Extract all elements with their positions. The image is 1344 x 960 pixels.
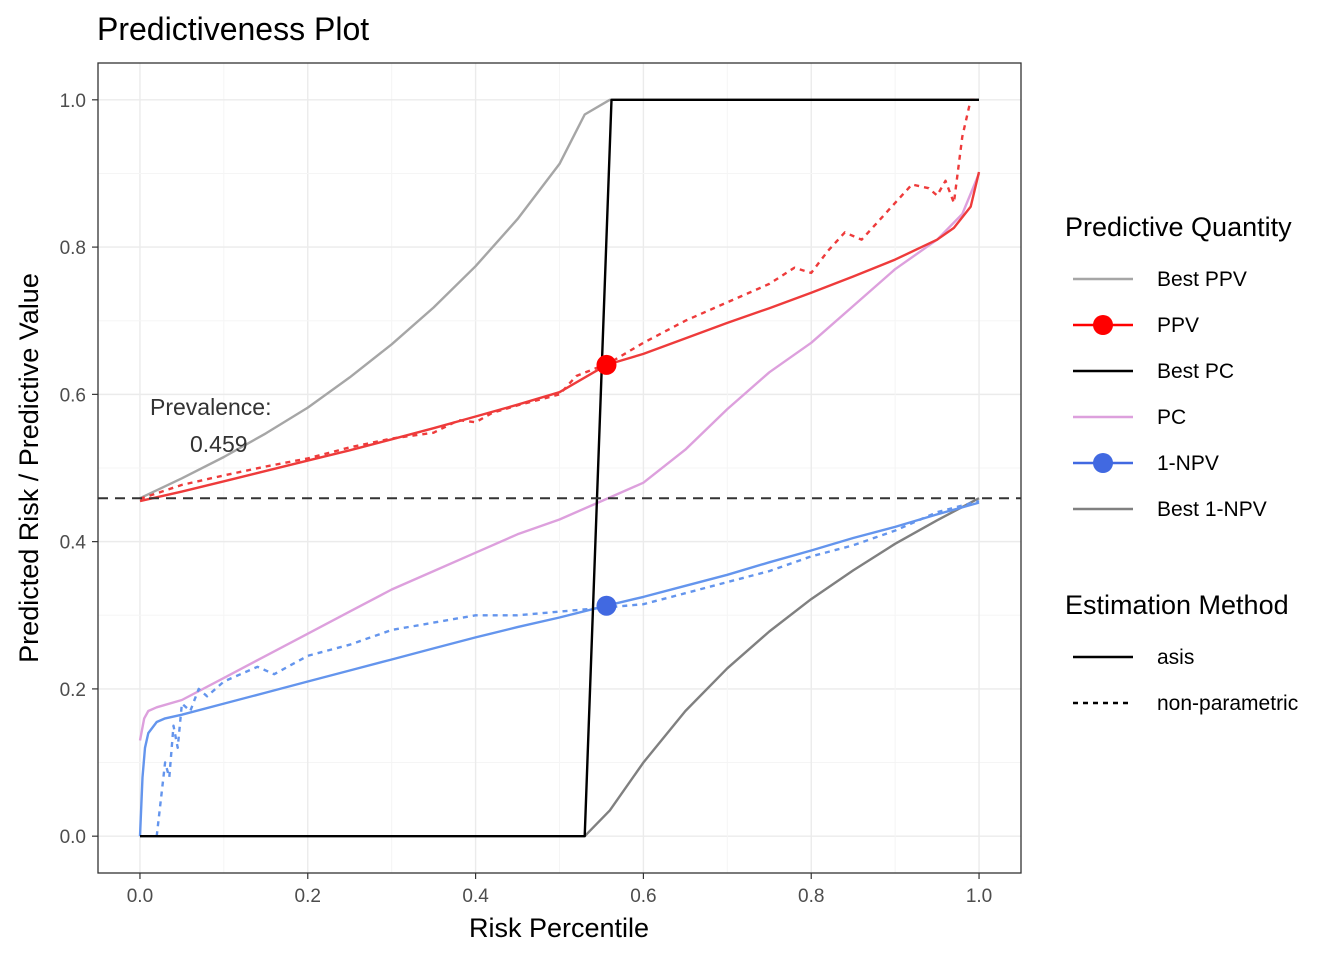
- plot-border: [97, 62, 1022, 874]
- point-ppv: [596, 354, 617, 375]
- y-tick-label: 0.8: [60, 238, 86, 259]
- legend-label-npv: 1-NPV: [1157, 452, 1219, 475]
- series-pc-asis: [138, 173, 981, 741]
- prevalence-label: Prevalence:: [150, 394, 271, 420]
- legend-quantity-items: Best PPV PPV Best PC PC 1-NPV Best 1-NPV: [1073, 268, 1267, 521]
- x-tick-label: 0.6: [630, 886, 656, 907]
- prevalence-value: 0.459: [190, 431, 248, 457]
- legend-title-quantity: Predictive Quantity: [1065, 212, 1292, 242]
- grid-lines: [98, 63, 1021, 873]
- series-best_npv-asis: [583, 497, 980, 838]
- legend-method-items: asis non-parametric: [1073, 646, 1298, 715]
- legend-point-ppv: [1093, 315, 1113, 335]
- y-tick-label: 0.2: [60, 680, 86, 701]
- legend-label-nonpar: non-parametric: [1157, 692, 1298, 715]
- x-tick-label: 0.2: [295, 886, 321, 907]
- y-tick-label: 0.4: [60, 533, 87, 554]
- y-tick-label: 0.6: [60, 385, 86, 406]
- y-axis-title: Predicted Risk / Predictive Value: [14, 273, 44, 663]
- x-tick-label: 1.0: [966, 886, 992, 907]
- series-npv-nonpar: [155, 499, 980, 837]
- legend: Predictive Quantity Best PPV PPV Best PC PC…: [1065, 212, 1298, 715]
- x-tick-label: 0.4: [462, 886, 489, 907]
- legend-label-best_ppv: Best PPV: [1157, 268, 1247, 291]
- chart-title: Predictiveness Plot: [97, 11, 369, 47]
- series-best_pc-asis: [140, 98, 979, 838]
- series-best_ppv-asis: [139, 98, 979, 500]
- y-tick-label: 1.0: [60, 91, 86, 112]
- series-ppv-nonpar: [139, 98, 979, 501]
- legend-label-pc: PC: [1157, 406, 1186, 429]
- series-npv-asis: [138, 501, 980, 837]
- x-tick-label: 0.0: [127, 886, 153, 907]
- legend-label-ppv: PPV: [1157, 314, 1199, 337]
- x-axis-ticks: 0.0 0.2 0.4 0.6 0.8 1.0: [127, 873, 992, 907]
- legend-label-best_npv: Best 1-NPV: [1157, 498, 1267, 521]
- legend-point-npv: [1093, 453, 1113, 473]
- y-axis-ticks: 0.0 0.2 0.4 0.6 0.8 1.0: [60, 91, 98, 848]
- points-layer: [596, 354, 617, 616]
- legend-title-method: Estimation Method: [1065, 590, 1289, 620]
- x-axis-title: Risk Percentile: [469, 913, 649, 943]
- legend-label-asis: asis: [1157, 646, 1194, 669]
- point-npv: [596, 595, 617, 616]
- y-tick-label: 0.0: [60, 827, 86, 848]
- legend-label-best_pc: Best PC: [1157, 360, 1234, 383]
- x-tick-label: 0.8: [798, 886, 824, 907]
